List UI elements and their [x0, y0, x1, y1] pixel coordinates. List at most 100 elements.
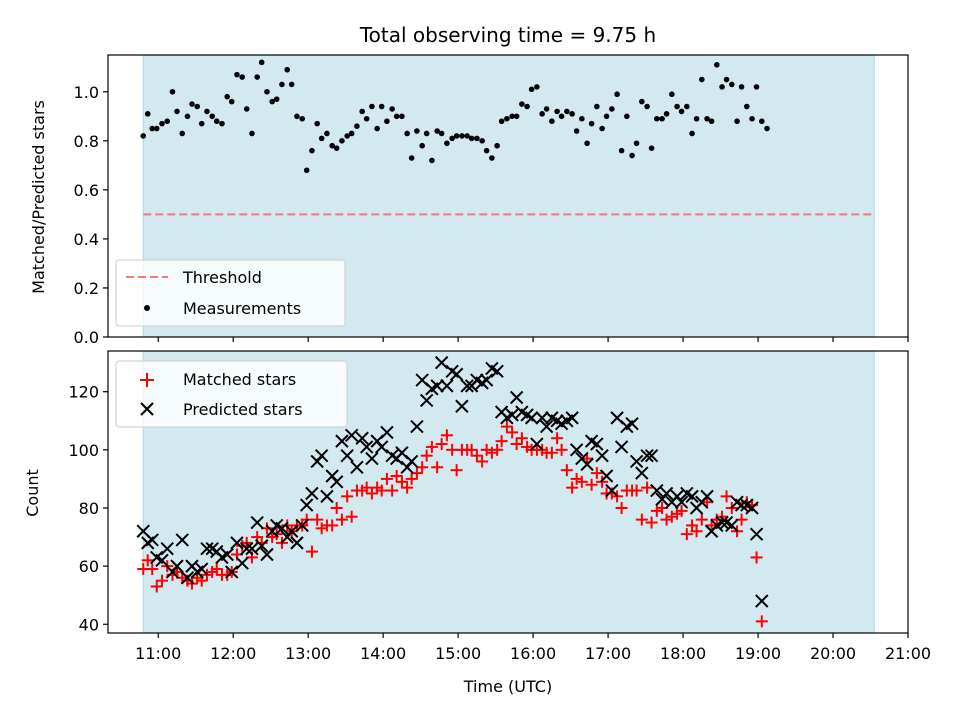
matched-point — [141, 554, 154, 567]
measurement-point — [408, 155, 415, 161]
measurement-point — [354, 123, 360, 129]
matched-point — [365, 487, 378, 500]
measurement-point — [663, 111, 670, 117]
measurement-point — [723, 76, 730, 83]
xtick-label: 12:00 — [210, 644, 256, 663]
matched-point — [545, 446, 558, 459]
predicted-point — [220, 547, 234, 562]
measurement-point — [159, 120, 165, 127]
measurement-point — [758, 118, 765, 125]
measurement-point — [434, 128, 440, 134]
measurement-point — [329, 142, 335, 149]
measurement-point — [184, 113, 191, 120]
matched-point — [665, 510, 678, 523]
measurement-point — [174, 108, 180, 115]
measurement-point — [234, 71, 240, 78]
measurement-point — [333, 145, 340, 151]
predicted-point — [235, 556, 249, 570]
predicted-point — [524, 411, 539, 425]
measurement-point — [153, 125, 160, 132]
measurement-point — [359, 108, 365, 115]
matched-point — [485, 446, 498, 459]
measurement-point — [348, 130, 355, 137]
predicted-point — [320, 489, 334, 504]
matched-point — [380, 472, 393, 485]
matched-point — [590, 467, 603, 480]
measurement-point — [459, 133, 465, 139]
measurement-point — [299, 115, 305, 122]
matched-point — [146, 563, 159, 576]
bottom-ytick-label: 100 — [68, 441, 99, 460]
predicted-point — [335, 434, 349, 448]
predicted-point — [455, 399, 469, 413]
matched-point — [465, 443, 478, 456]
predicted-point — [430, 379, 444, 393]
measurement-point — [479, 138, 485, 144]
matched-point — [680, 528, 693, 541]
predicted-point — [344, 428, 359, 443]
predicted-point — [314, 448, 329, 463]
predicted-point — [674, 495, 689, 509]
predicted-point — [290, 536, 304, 550]
measurement-point — [374, 125, 380, 132]
measurement-point — [438, 130, 445, 137]
predicted-point — [734, 498, 749, 512]
matched-point — [360, 481, 373, 494]
matched-point — [476, 455, 489, 468]
matched-point — [420, 449, 433, 462]
predicted-point — [595, 448, 609, 463]
measurement-point — [254, 74, 261, 80]
predicted-point — [329, 475, 344, 489]
measurement-point — [669, 91, 675, 98]
top-ytick-label: 0.0 — [74, 328, 99, 347]
measurement-point — [273, 96, 280, 102]
matched-point — [555, 443, 568, 456]
measurement-point — [609, 106, 615, 112]
xtick-label: 18:00 — [660, 644, 706, 663]
measurement-point — [659, 115, 665, 122]
measurement-point — [239, 74, 246, 80]
predicted-point — [755, 594, 769, 608]
measurement-point — [429, 157, 435, 164]
bottom-ylabel: Count — [23, 469, 42, 517]
top-legend: Threshold Measurements — [115, 259, 346, 327]
top-ytick-label: 0.8 — [74, 132, 99, 151]
measurement-point — [213, 118, 220, 125]
matched-point — [575, 475, 588, 488]
matched-point — [615, 501, 628, 514]
matched-point — [495, 435, 508, 448]
matched-point — [386, 484, 399, 497]
predicted-point — [260, 547, 274, 562]
measurement-point — [554, 108, 560, 115]
measurement-point — [324, 130, 330, 137]
predicted-point — [599, 469, 614, 483]
matched-point — [440, 429, 453, 442]
measurement-point — [564, 108, 570, 115]
xtick-label: 13:00 — [285, 644, 331, 663]
measurement-point — [524, 103, 530, 110]
measurement-point — [483, 147, 490, 154]
measurement-point — [744, 103, 750, 110]
bottom-ytick-label: 60 — [79, 557, 99, 576]
measurement-point — [528, 86, 535, 93]
matched-point — [305, 545, 318, 558]
measurement-point — [509, 113, 515, 120]
measurement-point — [558, 113, 565, 120]
predicted-point — [355, 431, 369, 445]
measurement-point — [279, 81, 285, 88]
matched-point — [345, 510, 358, 523]
matched-point — [311, 513, 324, 526]
predicted-point — [749, 527, 764, 541]
measurement-point — [569, 111, 575, 117]
matched-point — [330, 501, 343, 514]
measurement-point — [734, 118, 740, 125]
predicted-point — [505, 408, 519, 422]
xtick-label: 14:00 — [360, 644, 406, 663]
predicted-point — [380, 425, 394, 440]
predicted-point — [170, 559, 184, 573]
top-ytick-label: 0.6 — [74, 181, 99, 200]
predicted-point — [200, 541, 214, 556]
matched-point — [375, 484, 388, 497]
xtick-label: 21:00 — [885, 644, 931, 663]
measurement-point — [543, 106, 550, 112]
